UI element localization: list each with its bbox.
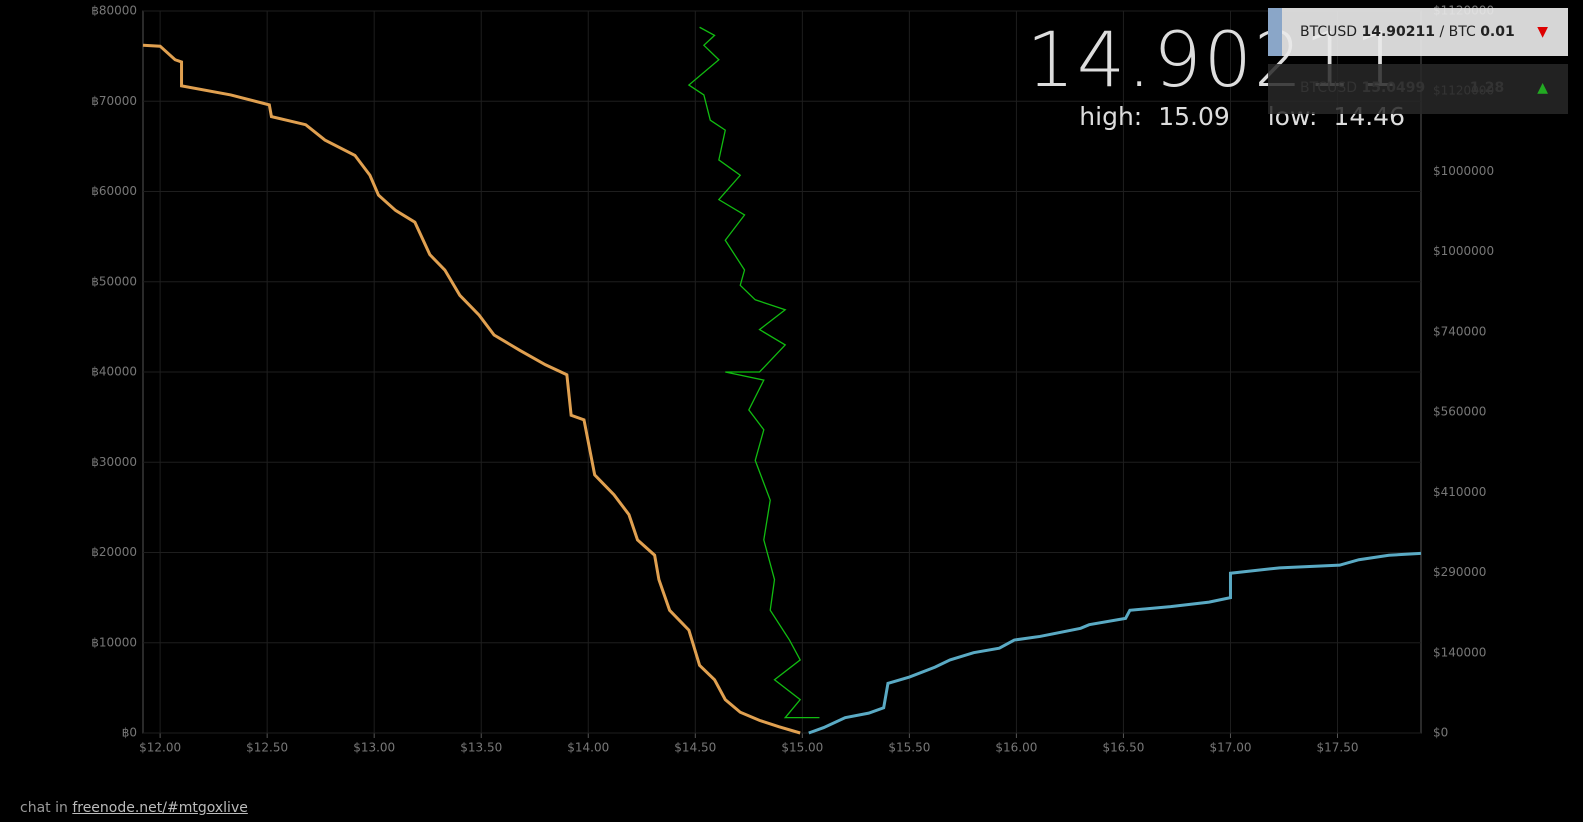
y-tick-label: ฿50000 (91, 274, 137, 288)
price: 14.90211 (1361, 24, 1435, 40)
price: 15.0499 (1361, 80, 1426, 96)
y2-tick-label: $290000 (1433, 565, 1486, 579)
x-tick-label: $12.00 (139, 741, 181, 755)
change: 1.28 (1469, 80, 1505, 96)
y-tick-label: ฿20000 (91, 545, 137, 559)
footer-prefix: chat in (20, 800, 68, 816)
y-tick-label: ฿80000 (91, 4, 137, 18)
symbol: BTCUSD (1300, 80, 1358, 96)
series-line (687, 26, 820, 719)
x-tick-label: $13.50 (460, 741, 502, 755)
quote-row[interactable]: BTCUSD 15.0499 1.28 ▲ (1268, 64, 1568, 114)
x-tick-label: $17.00 (1209, 741, 1251, 755)
y-tick-label: ฿40000 (91, 365, 137, 379)
y2-tick-label: $740000 (1433, 324, 1486, 338)
footer: chat in freenode.net/#mtgoxlive (20, 800, 248, 816)
high-label: high: (1079, 102, 1143, 131)
y2-tick-label: $560000 (1433, 405, 1486, 419)
y2-tick-label: $140000 (1433, 645, 1486, 659)
up-arrow: ▲ (1537, 80, 1548, 96)
quote-row[interactable]: BTCUSD 14.90211 / BTC 0.01 ▼ (1268, 8, 1568, 56)
x-tick-label: $14.50 (674, 741, 716, 755)
chat-link[interactable]: freenode.net/#mtgoxlive (72, 800, 248, 816)
y-tick-label: ฿10000 (91, 635, 137, 649)
y-tick-label: ฿60000 (91, 184, 137, 198)
x-tick-label: $12.50 (246, 741, 288, 755)
y-tick-label: ฿70000 (91, 94, 137, 108)
symbol: BTCUSD (1300, 24, 1358, 40)
x-tick-label: $15.00 (781, 741, 823, 755)
x-tick-label: $16.50 (1102, 741, 1144, 755)
down-arrow: ▼ (1537, 24, 1548, 40)
x-tick-label: $17.50 (1317, 741, 1359, 755)
y2-tick-label: $410000 (1433, 485, 1486, 499)
x-tick-label: $16.00 (995, 741, 1037, 755)
y-tick-label: ฿30000 (91, 455, 137, 469)
y-tick-label: ฿0 (122, 726, 137, 740)
x-tick-label: $13.00 (353, 741, 395, 755)
y2-tick-label: $1000000 (1433, 164, 1494, 178)
y2-tick-label: $0 (1433, 726, 1448, 740)
x-tick-label: $15.50 (888, 741, 930, 755)
series-line (808, 551, 1422, 735)
high-value: 15.09 (1158, 102, 1230, 131)
x-tick-label: $14.00 (567, 741, 609, 755)
y2-tick-label: $1000000 (1433, 244, 1494, 258)
series-line (142, 43, 801, 735)
separator: / BTC (1439, 24, 1476, 40)
change: 0.01 (1480, 24, 1515, 40)
